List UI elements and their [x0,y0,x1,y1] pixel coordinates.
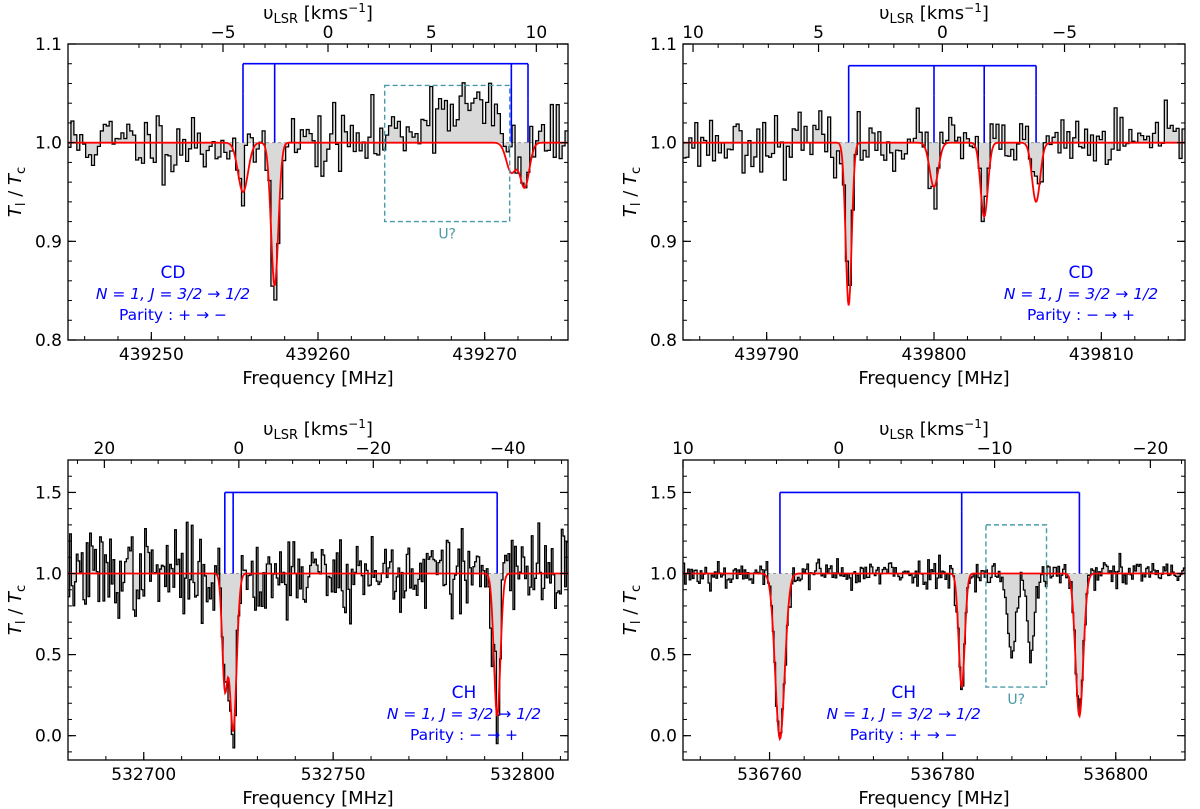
species-label: CH [891,683,916,703]
hfs-bracket [847,64,1037,143]
x-tick-label: 439790 [734,345,799,365]
x-axis-label: Frequency [MHz] [242,368,393,389]
top-tick-label: 0 [833,439,844,459]
top-tick-label: −10 [977,439,1013,459]
panel-4: U? 536760 536780 536800 0.0 0.5 1.0 1.5 10 0 −10 −2… [620,417,1186,809]
x-tick-label: 532750 [301,765,366,785]
x-tick-label: 439260 [286,345,351,365]
spectrum-line [68,82,568,301]
species-label: CD [161,263,186,283]
parity-label: Parity : + → − [119,306,227,324]
y-axis-label: Tl / Tc [620,167,644,217]
y-tick-label: 1.5 [35,483,62,503]
x-tick-label: 536760 [737,765,802,785]
x-axis-label: Frequency [MHz] [858,788,1009,809]
parity-label: Parity : + → − [850,726,958,744]
transition-label: N = 1, J = 3/2 → 1/2 [1004,285,1158,303]
x-tick-label: 439250 [119,345,184,365]
top-tick-label: 10 [682,23,704,43]
y-axis-label: Tl / Tc [620,585,644,635]
top-tick-label: 10 [526,23,548,43]
y-axis-label: Tl / Tc [5,585,29,635]
top-axis-label: υLSR [kms−1] [879,1,989,27]
y-tick-label: 1.1 [650,35,677,55]
x-tick-label: 439270 [452,345,517,365]
y-tick-label: 1.0 [650,565,677,585]
parity-label: Parity : − → + [410,726,518,744]
y-tick-label: 0.8 [35,331,62,351]
x-axis-label: Frequency [MHz] [242,788,393,809]
top-axis-label: υLSR [kms−1] [263,417,373,443]
top-tick-label: −5 [210,23,235,43]
axes-frame [67,459,569,761]
species-label: CH [452,683,477,703]
transition-label: N = 1, J = 3/2 → 1/2 [96,285,250,303]
panel-3: 532700 532750 532800 0.0 0.5 1.0 1.5 20 0 −20 −40 F… [5,417,569,809]
x-axis-label: Frequency [MHz] [858,368,1009,389]
top-axis-label: υLSR [kms−1] [263,1,373,27]
transition-label: N = 1, J = 3/2 → 1/2 [827,705,981,723]
species-label: CD [1069,263,1094,283]
y-tick-label: 0.0 [650,727,677,747]
hfs-bracket [242,62,529,143]
y-tick-label: 0.0 [35,727,62,747]
top-tick-label: 0 [937,23,948,43]
x-tick-label: 439810 [1069,345,1134,365]
top-tick-label: −20 [1132,439,1168,459]
y-tick-label: 0.9 [650,232,677,252]
spectrum-line [683,99,1185,286]
y-tick-label: 1.0 [35,565,62,585]
absorption-fill [68,82,568,301]
model-fit-line [683,572,1185,742]
hfs-bracket [224,491,498,574]
y-axis-label: Tl / Tc [5,167,29,217]
transition-label: N = 1, J = 3/2 → 1/2 [387,705,541,723]
top-tick-label: −40 [490,439,526,459]
top-tick-label: −5 [1052,23,1077,43]
y-tick-label: 0.9 [35,232,62,252]
panel-2: 439790 439800 439810 0.8 0.9 1.0 1.110 5 0 −5 Freq… [620,1,1186,389]
y-tick-label: 0.5 [650,646,677,666]
top-tick-label: 0 [233,439,244,459]
plot-area [68,82,568,301]
x-tick-label: 439800 [902,345,967,365]
spectrum-line [683,552,1185,736]
axes-frame [682,459,1186,761]
panel-1: U? 439250 439260 439270 0.8 0.9 1.0 1.1 10 5 0 −5 Fr… [5,1,569,389]
top-tick-label: −20 [355,439,391,459]
plot-area [68,521,568,749]
hfs-bracket [779,491,1081,574]
parity-label: Parity : − → + [1027,306,1135,324]
unidentified-feature-label: U? [438,227,456,243]
plot-area [683,552,1185,742]
top-axis-label: υLSR [kms−1] [879,417,989,443]
unidentified-feature-box [383,84,511,223]
x-tick-label: 536800 [1083,765,1148,785]
y-tick-label: 0.5 [35,646,62,666]
y-tick-label: 1.0 [35,134,62,154]
model-fit-line [68,572,568,732]
plot-area [683,99,1185,306]
unidentified-feature-label: U? [1007,692,1025,708]
unidentified-feature-box [985,524,1048,688]
y-tick-label: 1.0 [650,134,677,154]
top-tick-label: 0 [323,23,334,43]
top-tick-label: 10 [672,439,694,459]
y-tick-label: 1.1 [35,35,62,55]
y-tick-label: 1.5 [650,483,677,503]
top-tick-label: 5 [813,23,824,43]
model-fit-line [683,141,1185,306]
model-fit-line [68,141,568,288]
x-tick-label: 532800 [490,765,555,785]
x-tick-label: 532700 [111,765,176,785]
y-tick-label: 0.8 [650,331,677,351]
x-tick-label: 536780 [910,765,975,785]
top-tick-label: 20 [94,439,116,459]
top-tick-label: 5 [426,23,437,43]
